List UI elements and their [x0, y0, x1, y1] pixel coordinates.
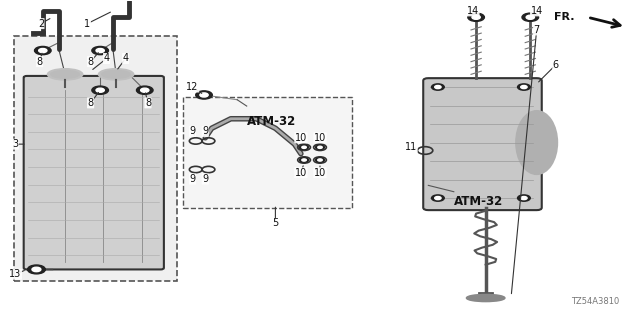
Circle shape [468, 13, 484, 21]
Text: 6: 6 [553, 60, 559, 70]
FancyBboxPatch shape [423, 78, 541, 210]
Text: 12: 12 [186, 82, 199, 92]
Circle shape [302, 159, 307, 161]
Text: 9: 9 [202, 126, 209, 136]
Text: 5: 5 [272, 219, 278, 228]
Text: 14: 14 [467, 6, 479, 16]
Text: TZ54A3810: TZ54A3810 [572, 297, 620, 306]
Circle shape [200, 93, 208, 97]
Text: 8: 8 [36, 57, 43, 67]
Text: 14: 14 [531, 6, 543, 16]
Ellipse shape [51, 70, 79, 78]
Text: 13: 13 [10, 269, 22, 279]
Circle shape [92, 86, 108, 94]
Circle shape [431, 195, 444, 201]
Text: 4: 4 [123, 53, 129, 63]
Circle shape [318, 159, 322, 161]
Text: FR.: FR. [554, 12, 575, 22]
Text: 9: 9 [189, 174, 196, 184]
Circle shape [300, 158, 308, 162]
Circle shape [526, 15, 534, 19]
Circle shape [521, 196, 527, 200]
Circle shape [522, 13, 539, 21]
Circle shape [318, 146, 322, 148]
Text: ATM-32: ATM-32 [246, 116, 296, 128]
Circle shape [35, 46, 51, 55]
Bar [183, 97, 352, 208]
Ellipse shape [99, 69, 134, 80]
Text: 4: 4 [104, 53, 109, 63]
Text: 9: 9 [189, 126, 196, 136]
Text: 2: 2 [38, 19, 44, 28]
Text: 8: 8 [88, 98, 93, 108]
Bar [14, 36, 177, 281]
Circle shape [300, 145, 308, 149]
Text: 10: 10 [314, 168, 326, 178]
Ellipse shape [467, 294, 505, 301]
Circle shape [518, 195, 531, 201]
Circle shape [92, 46, 108, 55]
Circle shape [302, 146, 307, 148]
Text: 11: 11 [405, 142, 417, 152]
Circle shape [96, 49, 104, 52]
Ellipse shape [102, 70, 131, 78]
Circle shape [316, 158, 324, 162]
Circle shape [96, 88, 104, 92]
Circle shape [435, 196, 441, 200]
Text: 8: 8 [88, 57, 93, 67]
Circle shape [316, 145, 324, 149]
Circle shape [521, 85, 527, 89]
Circle shape [435, 85, 441, 89]
Circle shape [141, 88, 149, 92]
Text: ATM-32: ATM-32 [454, 195, 503, 208]
FancyBboxPatch shape [24, 76, 164, 269]
Circle shape [136, 86, 153, 94]
Circle shape [32, 267, 41, 272]
Text: 8: 8 [145, 98, 151, 108]
Text: 3: 3 [12, 139, 19, 149]
Text: 7: 7 [534, 25, 540, 35]
Circle shape [518, 84, 531, 90]
Circle shape [431, 84, 444, 90]
Text: 10: 10 [295, 133, 307, 143]
Circle shape [472, 15, 480, 19]
Text: 1: 1 [84, 19, 90, 28]
Text: 9: 9 [202, 174, 209, 184]
Circle shape [196, 91, 212, 99]
Text: 10: 10 [314, 133, 326, 143]
Ellipse shape [516, 111, 557, 174]
Circle shape [38, 49, 47, 52]
Circle shape [28, 265, 45, 274]
Text: 10: 10 [295, 168, 307, 178]
Ellipse shape [47, 69, 83, 80]
